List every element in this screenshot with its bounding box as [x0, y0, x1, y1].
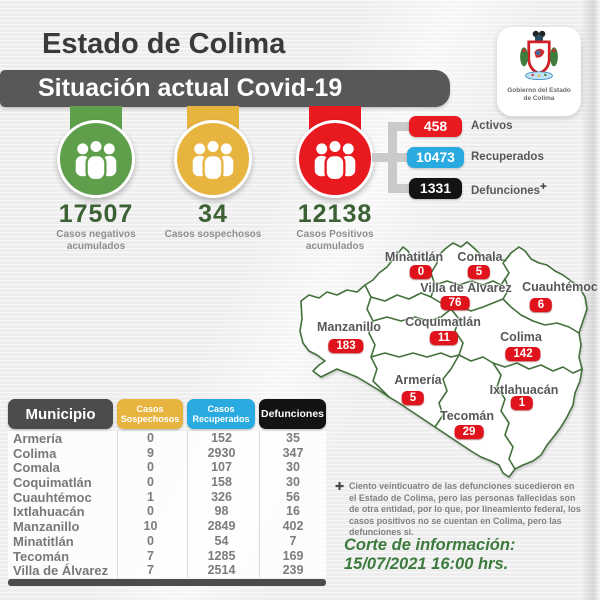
people-group-icon: [57, 120, 135, 198]
recovered-cases-label: Recuperados: [471, 151, 544, 163]
bracket-stub-middle: [395, 153, 411, 162]
municipalities-table: Municipio Casos Sospechosos Casos Recupe…: [8, 399, 326, 586]
map-pill-minatitlan: 0: [409, 265, 433, 279]
map-pill-ixtlahuacan: 1: [510, 396, 534, 410]
people-group-icon: [174, 120, 252, 198]
positive-cases-value: 12138: [297, 200, 373, 228]
table-row: Minatitlán 0 54 7: [8, 533, 326, 549]
map-label-coquimatlan: Coquimatlán: [405, 315, 481, 329]
header-casos-sospechosos: Casos Sospechosos: [117, 399, 183, 429]
table-row: Colima 9 2930 347: [8, 445, 326, 461]
suspected-cases-value: 34: [198, 200, 228, 228]
suspected-cases-label: Casos sospechosos: [164, 229, 262, 240]
table-bottom-bar: [8, 578, 326, 586]
table-row: Coquimatlán 0 158 30: [8, 475, 326, 491]
map-pill-villa-de-alvarez: 76: [440, 296, 470, 310]
map-pill-manzanillo: 183: [328, 339, 364, 353]
header-defunciones: Defunciones: [259, 399, 326, 429]
deaths-footnote-marker: ✚: [540, 182, 547, 191]
coat-of-arms-icon: [520, 30, 558, 81]
deaths-pill: 1331: [409, 178, 462, 199]
map-pill-comala: 5: [467, 265, 491, 279]
header-casos-recuperados: Casos Recuperados: [187, 399, 255, 429]
map-label-colima: Colima: [500, 330, 542, 344]
page-title: Estado de Colima: [42, 28, 286, 60]
map-pill-armeria: 5: [401, 391, 425, 405]
cutoff-line1: Corte de información:: [344, 536, 516, 554]
map-label-manzanillo: Manzanillo: [317, 320, 381, 334]
deaths-label: Defunciones✚: [471, 182, 547, 197]
negative-cases-label: Casos negativos acumulados: [56, 229, 136, 252]
footnote-plus-icon: ✚: [335, 481, 345, 493]
map-label-villa-de-alvarez: Villa de Álvarez: [420, 281, 512, 295]
table-row: Cuauhtémoc 1 326 56: [8, 489, 326, 505]
map-pill-coquimatlan: 11: [429, 331, 459, 345]
bracket-spine: [388, 122, 397, 193]
bracket-stub-bottom: [395, 184, 411, 193]
map-pill-cuauhtemoc: 6: [529, 298, 553, 312]
table-row: Comala 0 107 30: [8, 460, 326, 476]
table-body: Armería 0 152 35 Colima 9 2930 347 Comala 0 107 3…: [8, 431, 326, 579]
table-row: Manzanillo 10 2849 402: [8, 519, 326, 535]
footnote-text: Ciento veinticuatro de las defunciones s…: [349, 481, 581, 538]
map-pill-tecoman: 29: [454, 425, 484, 439]
map-label-minatitlan: Minatitlán: [384, 250, 444, 264]
negative-cases-value: 17507: [58, 200, 134, 228]
map-label-comala: Comala: [457, 250, 503, 264]
table-row: Armería 0 152 35: [8, 431, 326, 446]
colima-state-map: [299, 241, 588, 478]
positive-cases-label: Casos Positivos acumulados: [296, 229, 374, 252]
map-pill-colima: 142: [505, 347, 541, 361]
map-label-cuauhtemoc: Cuauhtémoc: [522, 280, 598, 294]
map-label-armeria: Armería: [394, 373, 442, 387]
table-header: Municipio Casos Sospechosos Casos Recupe…: [8, 399, 326, 429]
logo-caption: Gobierno del Estado de Colima: [507, 87, 571, 103]
recovered-cases-pill: 10473: [407, 147, 464, 168]
bracket-connector: [372, 153, 392, 162]
subtitle-banner: Situación actual Covid-19: [0, 70, 450, 107]
table-row: Tecomán 7 1285 169: [8, 548, 326, 564]
table-row: Ixtlahuacán 0 98 16: [8, 504, 326, 520]
active-cases-pill: 458: [409, 116, 462, 137]
table-row: Villa de Álvarez 7 2514 239: [8, 563, 326, 579]
header-municipio: Municipio: [8, 399, 113, 429]
cutoff-line2: 15/07/2021 16:00 hrs.: [344, 555, 509, 574]
government-logo: Gobierno del Estado de Colima: [497, 27, 581, 116]
information-cutoff: Corte de información: 15/07/2021 16:00 h…: [344, 536, 515, 575]
active-cases-label: Activos: [471, 120, 513, 132]
bracket-stub-top: [395, 122, 411, 131]
people-group-icon: [296, 120, 374, 198]
map-label-ixtlahuacan: Ixtlahuacán: [489, 383, 559, 397]
map-label-tecoman: Tecomán: [440, 409, 494, 423]
